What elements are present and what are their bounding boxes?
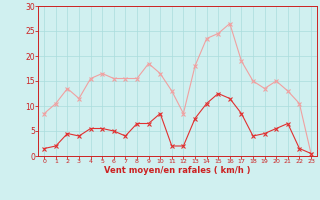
X-axis label: Vent moyen/en rafales ( km/h ): Vent moyen/en rafales ( km/h ) [104,166,251,175]
